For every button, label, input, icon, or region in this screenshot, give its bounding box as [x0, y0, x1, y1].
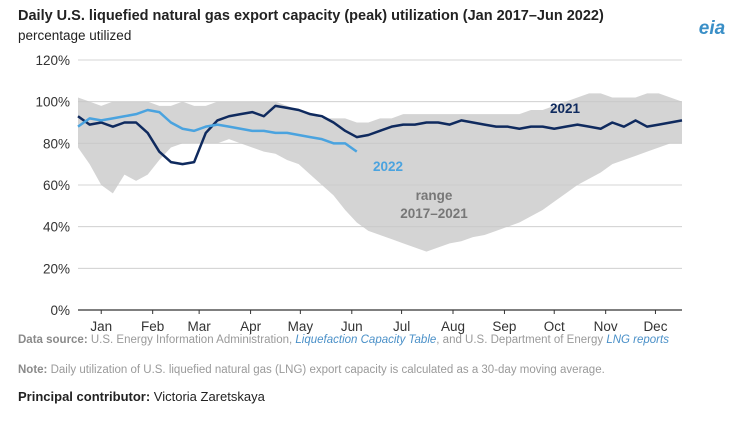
series-label: 2021 [550, 101, 581, 116]
y-tick-label: 60% [43, 178, 70, 193]
y-tick-label: 80% [43, 136, 70, 151]
x-tick-label: Apr [240, 319, 262, 334]
link[interactable]: Liquefaction Capacity Table [295, 334, 437, 346]
x-tick-label: Dec [643, 319, 667, 334]
x-tick-label: Jun [341, 319, 363, 334]
y-tick-label: 40% [43, 220, 70, 235]
contributor-name: Victoria Zaretskaya [150, 389, 265, 404]
band-label: 2017–2021 [400, 206, 468, 221]
note-label: Note: [18, 364, 48, 376]
x-tick-label: Sep [492, 319, 516, 334]
source: Data source: U.S. Energy Information Adm… [18, 333, 669, 348]
x-tick-label: Nov [594, 319, 618, 334]
range-band [78, 93, 682, 252]
contributor-label: Principal contributor: [18, 389, 151, 404]
link[interactable]: LNG reports [606, 334, 669, 346]
x-tick-label: Oct [544, 319, 565, 334]
x-tick-label: Jan [90, 319, 112, 334]
x-tick-label: Jul [393, 319, 410, 334]
series-label: 2022 [373, 159, 403, 174]
note: Note: Daily utilization of U.S. liquefie… [18, 363, 605, 378]
source-text: U.S. Energy Information Administration, [87, 334, 296, 346]
contributor: Principal contributor: Victoria Zaretska… [18, 389, 265, 404]
source-label: Data source: [18, 334, 88, 346]
y-tick-label: 120% [35, 53, 70, 68]
x-tick-label: Feb [141, 319, 164, 334]
y-tick-label: 100% [35, 95, 70, 110]
series-line [77, 104, 683, 166]
y-tick-label: 20% [43, 261, 70, 276]
source-text: , and U.S. Department of Energy [436, 334, 607, 346]
band-label: range [416, 188, 453, 203]
chart-title: Daily U.S. liquefied natural gas export … [18, 8, 604, 24]
x-tick-label: Mar [188, 319, 212, 334]
y-tick-label: 0% [50, 303, 70, 318]
logo: eia [699, 18, 726, 39]
chart-subtitle: percentage utilized [18, 28, 131, 43]
x-tick-label: May [288, 319, 314, 334]
chart: Daily U.S. liquefied natural gas export … [18, 8, 726, 334]
series-line [77, 108, 358, 153]
x-tick-label: Aug [441, 319, 465, 334]
note-text: Daily utilization of U.S. liquefied natu… [47, 364, 605, 376]
